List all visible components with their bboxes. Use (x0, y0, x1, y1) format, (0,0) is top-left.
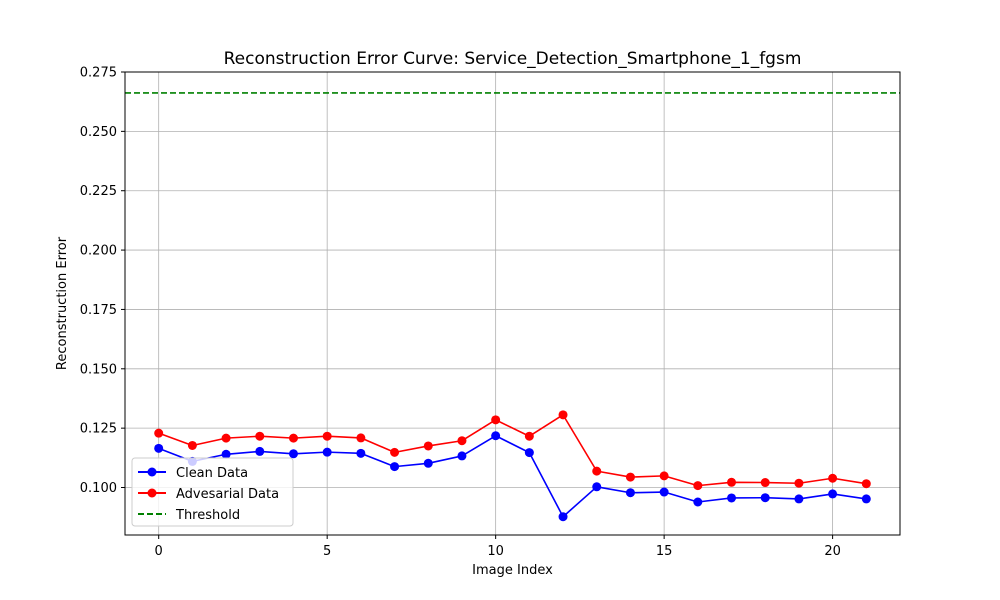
x-tick-label: 20 (824, 544, 841, 559)
data-point-clean-data (794, 494, 804, 504)
plot-frame (124, 71, 901, 536)
data-point-clean-data (828, 489, 838, 499)
data-point-clean-data (760, 493, 770, 503)
data-point-clean-data (457, 451, 467, 461)
x-axis-title: Image Index (472, 563, 553, 578)
data-point-advesarial-data (356, 433, 366, 443)
y-tick-label: 0.125 (80, 422, 117, 437)
data-point-clean-data (288, 449, 298, 459)
y-tick-label: 0.250 (80, 125, 117, 140)
data-point-advesarial-data (390, 447, 400, 457)
series-line-clean-data (158, 434, 867, 518)
data-point-clean-data (659, 487, 669, 497)
data-point-advesarial-data (727, 477, 737, 487)
data-point-advesarial-data (255, 431, 265, 441)
data-point-clean-data (693, 497, 703, 507)
data-point-advesarial-data (592, 466, 602, 476)
data-point-advesarial-data (322, 431, 332, 441)
series-layer (154, 410, 871, 522)
data-point-advesarial-data (187, 440, 197, 450)
x-tick-label: 5 (323, 544, 331, 559)
data-point-clean-data (861, 494, 871, 504)
y-tick-label: 0.175 (80, 303, 117, 318)
x-tick-label: 0 (155, 544, 163, 559)
data-point-advesarial-data (828, 473, 838, 483)
x-tick-label: 10 (487, 544, 504, 559)
data-point-clean-data (558, 512, 568, 522)
y-tick-label: 0.275 (80, 66, 117, 81)
chart-title: Reconstruction Error Curve: Service_Dete… (224, 49, 802, 69)
data-point-clean-data (727, 493, 737, 503)
data-point-clean-data (390, 462, 400, 472)
series-line-advesarial-data (158, 414, 867, 487)
y-tick-label: 0.150 (80, 362, 117, 377)
y-tick-label: 0.200 (80, 244, 117, 259)
data-point-clean-data (423, 458, 433, 468)
data-point-advesarial-data (524, 431, 534, 441)
y-tick-label: 0.225 (80, 184, 117, 199)
data-point-advesarial-data (288, 433, 298, 443)
data-point-clean-data (356, 448, 366, 458)
data-point-clean-data (255, 446, 265, 456)
data-point-advesarial-data (659, 471, 669, 481)
data-point-clean-data (592, 482, 602, 492)
data-point-advesarial-data (491, 415, 501, 425)
data-point-advesarial-data (760, 478, 770, 488)
data-point-advesarial-data (457, 436, 467, 446)
data-point-clean-data (322, 447, 332, 457)
legend-clean-marker (147, 467, 157, 477)
legend-adversarial-marker (147, 488, 157, 498)
data-point-advesarial-data (154, 428, 164, 438)
grid-lines (125, 71, 900, 535)
legend: Clean Data Advesarial Data Threshold (131, 457, 294, 527)
legend-adversarial-label: Advesarial Data (176, 487, 279, 502)
data-point-clean-data (625, 488, 635, 498)
legend-threshold-label: Threshold (175, 508, 240, 523)
data-point-clean-data (154, 443, 164, 453)
data-point-advesarial-data (794, 478, 804, 488)
y-tick-label: 0.100 (80, 481, 117, 496)
y-axis-ticks: 0.100 0.125 0.150 0.175 0.200 0.225 0.250 0.275 (80, 66, 125, 496)
x-tick-label: 15 (656, 544, 673, 559)
data-point-advesarial-data (221, 433, 231, 443)
data-point-advesarial-data (625, 472, 635, 482)
data-point-clean-data (524, 448, 534, 458)
data-point-advesarial-data (861, 479, 871, 489)
data-point-advesarial-data (558, 410, 568, 420)
y-axis-title: Reconstruction Error (55, 236, 70, 370)
legend-box (131, 457, 294, 527)
x-axis-ticks: 0 5 10 15 20 (155, 535, 841, 559)
legend-clean-label: Clean Data (176, 466, 248, 481)
data-point-clean-data (491, 431, 501, 441)
data-point-advesarial-data (423, 441, 433, 451)
data-point-clean-data (221, 449, 231, 459)
data-point-advesarial-data (693, 481, 703, 491)
